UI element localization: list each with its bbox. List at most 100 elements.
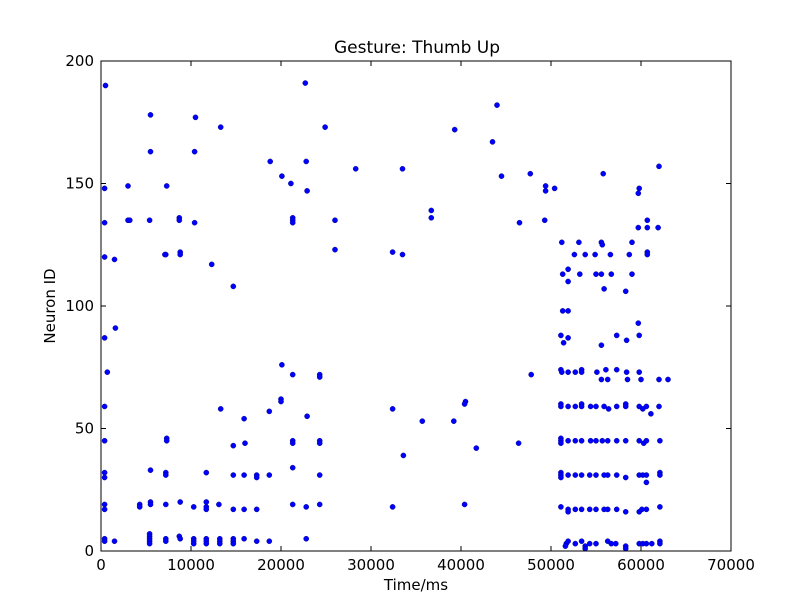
data-point (643, 472, 650, 478)
data-point (626, 251, 633, 258)
y-tick-label: 50 (75, 420, 94, 438)
x-tick-label: 10000 (167, 556, 215, 574)
data-point (565, 403, 571, 410)
data-point (565, 335, 571, 341)
data-point (558, 440, 564, 447)
data-point (241, 535, 247, 542)
data-point (572, 403, 579, 410)
data-point (147, 112, 154, 118)
x-tick-label: 60000 (617, 556, 665, 574)
data-point (399, 165, 406, 172)
data-point (101, 403, 108, 410)
data-point (216, 540, 223, 547)
x-tick-label: 50000 (527, 556, 575, 574)
data-point (461, 401, 468, 407)
data-points (101, 80, 671, 552)
data-point (230, 506, 237, 513)
data-point (599, 241, 606, 248)
data-point (559, 239, 565, 246)
data-point (190, 540, 197, 547)
data-point (191, 219, 198, 226)
data-point (558, 504, 564, 510)
data-point (636, 185, 643, 192)
data-point (316, 472, 323, 478)
data-point (565, 508, 571, 515)
data-point (622, 474, 629, 481)
data-point (101, 437, 108, 444)
data-point (516, 219, 523, 226)
data-point (608, 271, 615, 277)
data-point (643, 506, 650, 513)
data-point (657, 437, 663, 444)
data-point (601, 286, 607, 292)
data-point (558, 403, 564, 410)
data-point (578, 538, 585, 545)
data-point (565, 278, 571, 285)
data-point (586, 472, 593, 478)
data-point (635, 224, 642, 231)
data-point (578, 403, 585, 410)
data-point (622, 403, 629, 410)
data-point (613, 540, 619, 547)
data-point (613, 437, 620, 444)
x-tick-label: 70000 (707, 556, 755, 574)
data-point (162, 538, 169, 545)
data-point (586, 540, 593, 547)
data-point (101, 501, 108, 508)
data-point (289, 501, 296, 508)
data-point (241, 472, 247, 478)
data-point (598, 271, 605, 277)
data-point (163, 183, 170, 189)
data-point (230, 472, 237, 478)
data-point (565, 266, 571, 273)
data-point (613, 506, 620, 513)
data-point (279, 173, 285, 179)
x-tick-label: 0 (96, 556, 106, 574)
data-point (578, 437, 585, 444)
data-point (190, 504, 197, 510)
data-point (289, 464, 296, 471)
data-point (101, 335, 108, 341)
data-point (450, 418, 457, 424)
data-point (316, 374, 323, 380)
data-point (577, 271, 583, 277)
data-point (623, 369, 630, 375)
data-point (192, 114, 199, 121)
data-point (587, 437, 594, 444)
data-point (473, 445, 480, 451)
data-point (565, 437, 571, 444)
data-point (101, 474, 108, 481)
data-point (303, 158, 310, 165)
data-point (600, 170, 607, 177)
data-point (578, 472, 585, 478)
data-point (203, 540, 210, 547)
data-point (593, 506, 599, 513)
data-point (607, 251, 614, 258)
data-point (604, 376, 611, 383)
data-point (230, 283, 237, 290)
data-point (582, 545, 589, 552)
data-point (461, 501, 468, 508)
data-point (598, 376, 605, 383)
data-point (101, 538, 108, 545)
data-point (230, 442, 237, 449)
data-point (101, 469, 108, 476)
data-point (578, 506, 585, 513)
data-point (623, 337, 630, 344)
data-point (572, 369, 579, 375)
data-point (289, 219, 296, 226)
data-point (278, 398, 284, 405)
data-point (560, 339, 567, 346)
data-point (241, 415, 247, 422)
data-point (643, 403, 650, 410)
data-point (636, 437, 643, 444)
data-point (316, 501, 323, 508)
data-point (101, 506, 108, 513)
data-point (217, 406, 224, 412)
data-point (230, 540, 237, 547)
data-point (304, 188, 310, 194)
data-point (587, 403, 594, 410)
data-point (389, 249, 396, 255)
data-point (542, 188, 549, 194)
data-point (217, 124, 224, 130)
